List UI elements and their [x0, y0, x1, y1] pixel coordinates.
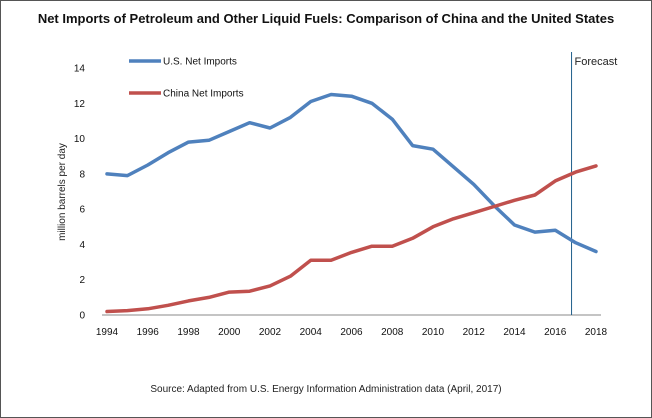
y-tick-label: 6 — [79, 205, 85, 216]
x-tick-label: 1998 — [177, 327, 200, 338]
y-tick-label: 2 — [79, 275, 85, 286]
line-chart: 1994 1996 1998 2000 2002 2004 2006 2008 2010 2012… — [57, 52, 618, 339]
x-tick-label: 1994 — [96, 327, 119, 338]
axes: 1994 1996 1998 2000 2002 2004 2006 2008 2010 2012… — [74, 64, 608, 339]
chart-title: Net Imports of Petroleum and Other Liqui… — [37, 11, 615, 26]
x-tick-label: 2012 — [463, 327, 486, 338]
x-tick-label: 2000 — [218, 327, 241, 338]
forecast-label: Forecast — [575, 56, 618, 68]
x-tick-label: 1996 — [137, 327, 160, 338]
x-tick-label: 2014 — [503, 327, 526, 338]
x-tick-label: 2018 — [585, 327, 608, 338]
legend: U.S. Net Imports China Net Imports — [129, 57, 244, 100]
y-tick-label: 8 — [79, 169, 85, 180]
y-tick-label: 10 — [74, 134, 86, 145]
source-note: Source: Adapted from U.S. Energy Informa… — [150, 384, 502, 395]
legend-label: U.S. Net Imports — [163, 57, 237, 68]
series-group — [105, 92, 598, 314]
legend-label: China Net Imports — [163, 89, 244, 100]
forecast-group: Forecast — [571, 52, 618, 315]
x-tick-label: 2016 — [544, 327, 567, 338]
x-tick-label: 2008 — [381, 327, 404, 338]
y-tick-label: 14 — [74, 64, 86, 75]
y-tick-label: 12 — [74, 99, 86, 110]
china-net-imports-line — [105, 164, 598, 314]
y-tick-label: 0 — [79, 311, 85, 322]
x-tick-label: 2010 — [422, 327, 445, 338]
y-tick-label: 4 — [79, 240, 85, 251]
us-net-imports-line — [105, 92, 598, 254]
x-tick-label: 2002 — [259, 327, 282, 338]
x-tick-label: 2006 — [340, 327, 363, 338]
x-tick-label: 2004 — [300, 327, 323, 338]
y-axis-label: million barrels per day — [57, 143, 68, 241]
